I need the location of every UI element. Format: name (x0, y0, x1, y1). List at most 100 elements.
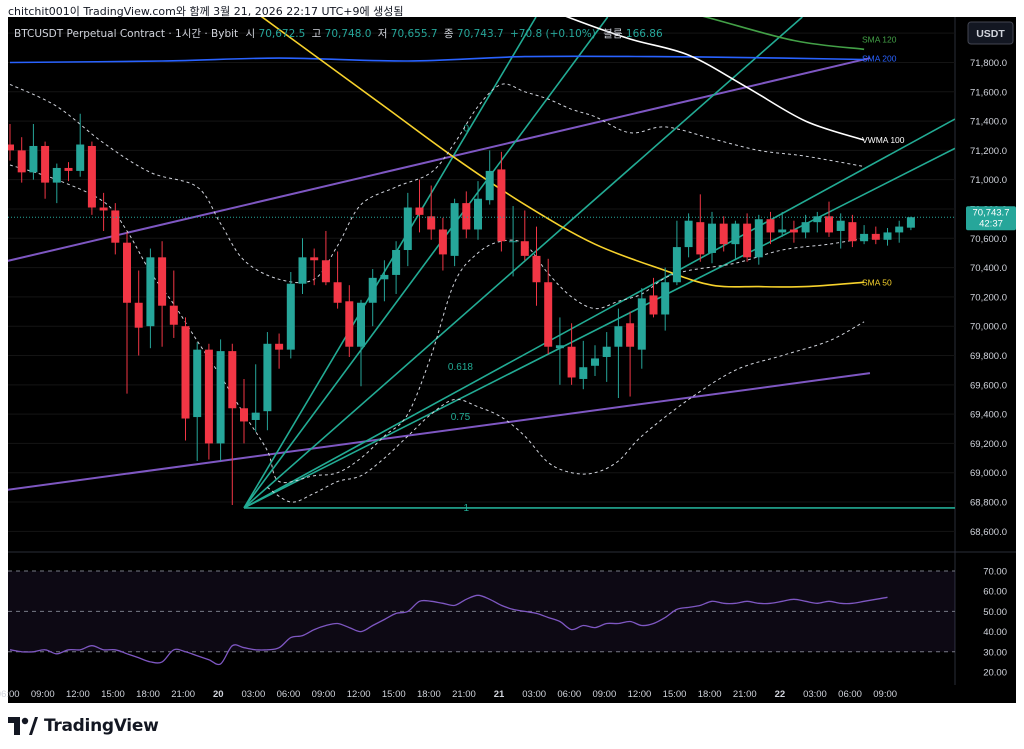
candle[interactable] (649, 277, 658, 318)
price-tick-label-8: 70,200.0 (970, 292, 1007, 303)
candle[interactable] (906, 216, 915, 231)
candle[interactable] (321, 230, 330, 286)
candle[interactable] (462, 191, 471, 239)
candle[interactable] (801, 214, 810, 239)
candle[interactable] (181, 317, 190, 441)
candle[interactable] (17, 137, 26, 183)
candle[interactable] (789, 220, 798, 243)
candle[interactable] (567, 323, 576, 385)
channel-lower-line[interactable] (4, 372, 871, 491)
candle-body (345, 301, 354, 347)
candle[interactable] (579, 340, 588, 390)
fan-line-2[interactable] (243, 17, 803, 509)
candle[interactable] (52, 163, 61, 204)
candle[interactable] (497, 151, 506, 252)
candle[interactable] (99, 192, 108, 231)
candle[interactable] (485, 150, 494, 205)
indicator-bb-upper (9, 83, 865, 284)
candle[interactable] (544, 258, 553, 355)
candle[interactable] (438, 217, 447, 271)
candle[interactable] (602, 332, 611, 382)
candle[interactable] (368, 269, 377, 327)
candle[interactable] (731, 220, 740, 261)
candle-body (661, 282, 670, 315)
candle[interactable] (357, 299, 365, 387)
candle[interactable] (87, 141, 96, 215)
candle[interactable] (64, 162, 73, 182)
candle[interactable] (555, 317, 564, 385)
candle[interactable] (696, 194, 705, 262)
legend-low: 70,655.7 (391, 28, 438, 40)
candle[interactable] (169, 270, 178, 338)
candle[interactable] (123, 232, 131, 394)
fan-line-3[interactable] (243, 118, 955, 509)
candle[interactable] (427, 185, 436, 240)
candle[interactable] (848, 214, 857, 248)
channel-upper-line[interactable] (4, 57, 871, 262)
fan-line-4[interactable] (243, 147, 955, 509)
candle[interactable] (813, 211, 822, 233)
candle[interactable] (520, 210, 529, 261)
candles[interactable] (6, 113, 955, 505)
candle[interactable] (263, 332, 272, 431)
candle[interactable] (895, 220, 904, 243)
candle[interactable] (450, 198, 459, 267)
candle[interactable] (193, 342, 202, 462)
candle[interactable] (134, 270, 143, 356)
tradingview-logo[interactable]: TradingView (8, 714, 159, 738)
candle[interactable] (251, 364, 260, 432)
candle-body (544, 282, 553, 347)
candle[interactable] (204, 343, 213, 460)
candle[interactable] (345, 285, 354, 357)
fan-line-1[interactable] (243, 17, 537, 509)
candle[interactable] (146, 248, 155, 349)
candle[interactable] (275, 333, 284, 369)
candle[interactable] (883, 228, 892, 246)
candle[interactable] (76, 113, 85, 177)
candle[interactable] (684, 213, 693, 258)
candle[interactable] (825, 201, 833, 237)
candle[interactable] (708, 211, 716, 264)
indicator-sma-200 (9, 55, 865, 64)
candle[interactable] (298, 238, 307, 294)
candle[interactable] (333, 251, 342, 309)
candle[interactable] (637, 288, 646, 369)
candle[interactable] (216, 339, 225, 462)
snapshot-header: chitchit001이 TradingView.com와 함께 3월 21, … (8, 5, 404, 18)
currency-button[interactable]: USDT (967, 21, 1014, 45)
candle[interactable] (286, 271, 295, 359)
candle[interactable] (310, 248, 319, 286)
candle[interactable] (719, 216, 728, 252)
candle[interactable] (672, 220, 681, 286)
legend-volume: 166.86 (626, 28, 663, 40)
candle[interactable] (228, 343, 237, 505)
price-tick-label-0: 68,600.0 (970, 527, 1007, 538)
candle[interactable] (415, 179, 424, 233)
candle[interactable] (509, 206, 518, 277)
candle[interactable] (626, 311, 635, 397)
candle[interactable] (754, 214, 763, 265)
candle[interactable] (743, 213, 752, 262)
candle[interactable] (158, 241, 167, 347)
candle[interactable] (29, 124, 38, 180)
candle[interactable] (474, 181, 482, 240)
candle[interactable] (871, 226, 880, 245)
candle[interactable] (403, 192, 412, 267)
fan-line-0[interactable] (243, 17, 609, 509)
candle[interactable] (41, 141, 50, 199)
candle[interactable] (392, 241, 401, 294)
candle-body (696, 222, 705, 255)
trend-drawings[interactable]: 0 0.618 0.75 1 (4, 17, 1015, 514)
candle[interactable] (240, 378, 248, 444)
candle[interactable] (111, 203, 120, 255)
candle[interactable] (532, 226, 541, 306)
candle[interactable] (6, 124, 14, 161)
candle[interactable] (661, 267, 670, 331)
candle[interactable] (778, 211, 787, 237)
candle[interactable] (836, 213, 845, 249)
candle[interactable] (614, 308, 623, 399)
candle[interactable] (591, 345, 599, 377)
candle[interactable] (380, 260, 389, 302)
candle[interactable] (860, 225, 869, 245)
